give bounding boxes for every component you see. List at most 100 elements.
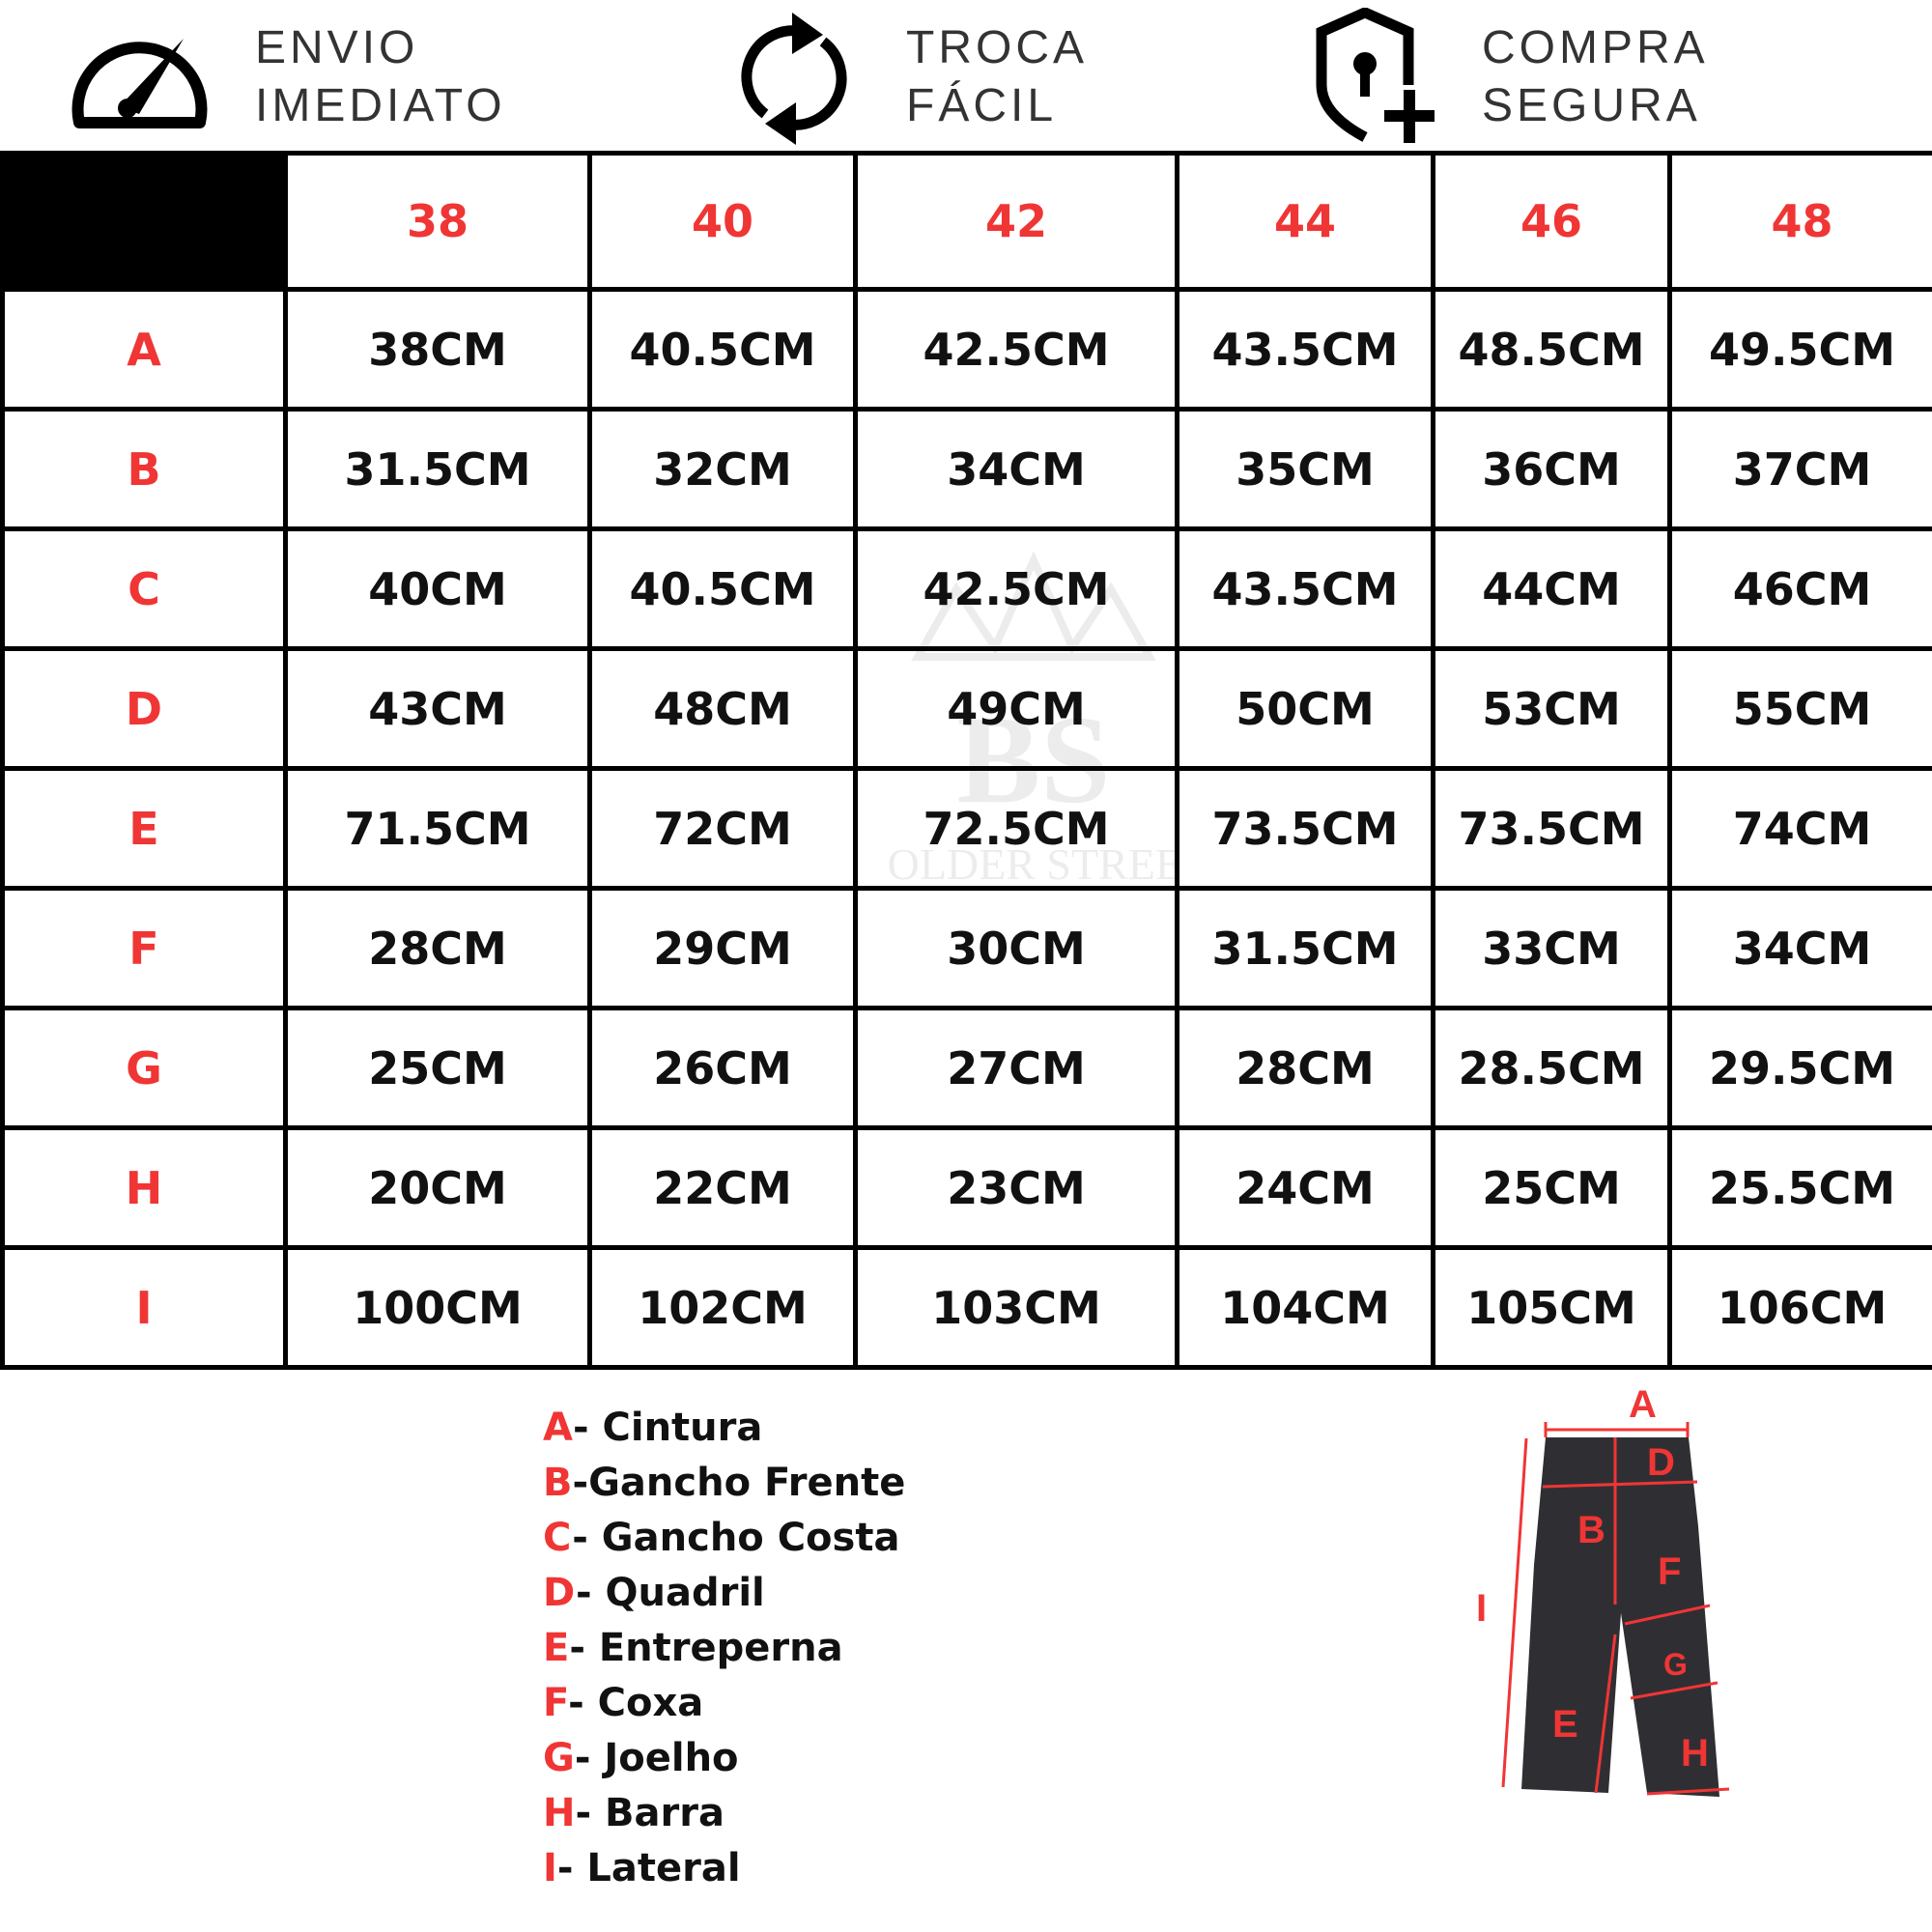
- measurement-cell: 43CM: [283, 646, 592, 771]
- measurement-cell: 29.5CM: [1667, 1006, 1932, 1130]
- feature-line1: TROCA: [906, 22, 1088, 73]
- row-label: H: [0, 1125, 288, 1250]
- measurement-cell: 105CM: [1431, 1245, 1672, 1370]
- row-label: E: [0, 766, 288, 891]
- measurement-legend: A- Cintura B-Gancho Frente C- Gancho Costa…: [543, 1401, 905, 1896]
- measurement-cell: 25.5CM: [1667, 1125, 1932, 1250]
- legend-text: -Gancho Frente: [572, 1461, 906, 1505]
- size-header-38: 38: [283, 151, 592, 292]
- measurement-cell: 104CM: [1175, 1245, 1435, 1370]
- legend-text: - Quadril: [575, 1571, 765, 1615]
- measurement-cell: 34CM: [1667, 886, 1932, 1010]
- row-label: G: [0, 1006, 288, 1130]
- measurement-cell: 49CM: [853, 646, 1179, 771]
- row-label: F: [0, 886, 288, 1010]
- table-row: E 71.5CM 72CM 72.5CM 73.5CM 73.5CM 74CM: [0, 766, 1932, 891]
- legend-item: E- Entreperna: [543, 1621, 905, 1676]
- feature-envio: ENVIO IMEDIATO: [0, 0, 580, 145]
- size-header-46: 46: [1431, 151, 1672, 292]
- speedometer-icon: [71, 39, 208, 128]
- refresh-arrows-icon: [741, 13, 847, 145]
- legend-key: C: [543, 1516, 573, 1560]
- measurement-lines: [1501, 1422, 1730, 1796]
- measurement-cell: 34CM: [853, 407, 1179, 531]
- measurement-cell: 106CM: [1667, 1245, 1932, 1370]
- table-row: C 40CM 40.5CM 42.5CM 43.5CM 44CM 46CM: [0, 526, 1932, 651]
- table-row: A 38CM 40.5CM 42.5CM 43.5CM 48.5CM 49.5CM: [0, 287, 1932, 412]
- pants-measurement-diagram: A B D F G I E H: [1476, 1383, 1730, 1797]
- feature-line1: ENVIO: [255, 22, 419, 73]
- legend-text: - Cintura: [572, 1406, 763, 1450]
- measurement-cell: 40CM: [283, 526, 592, 651]
- legend-item: B-Gancho Frente: [543, 1456, 905, 1511]
- diagram-label-i: I: [1476, 1587, 1487, 1630]
- measurement-cell: 28CM: [1175, 1006, 1435, 1130]
- measurement-cell: 38CM: [283, 287, 592, 412]
- legend-item: A- Cintura: [543, 1401, 905, 1456]
- pants-image: [1521, 1437, 1719, 1797]
- legend-key: D: [543, 1571, 576, 1615]
- measurement-cell: 48.5CM: [1431, 287, 1672, 412]
- measurement-cell: 42.5CM: [853, 287, 1179, 412]
- table-row: H 20CM 22CM 23CM 24CM 25CM 25.5CM: [0, 1125, 1932, 1250]
- legend-text: - Entreperna: [569, 1626, 843, 1670]
- measurement-cell: 26CM: [587, 1006, 858, 1130]
- measurement-cell: 33CM: [1431, 886, 1672, 1010]
- measurement-cell: 72CM: [587, 766, 858, 891]
- row-label: I: [0, 1245, 288, 1370]
- measurement-cell: 53CM: [1431, 646, 1672, 771]
- diagram-label-e: E: [1552, 1703, 1578, 1746]
- feature-compra: COMPRA SEGURA: [1294, 0, 1932, 145]
- diagram-label-b: B: [1577, 1509, 1605, 1551]
- measurement-cell: 36CM: [1431, 407, 1672, 531]
- legend-key: B: [543, 1461, 573, 1505]
- legend-text: - Lateral: [556, 1846, 741, 1890]
- row-label: C: [0, 526, 288, 651]
- row-label: B: [0, 407, 288, 531]
- measurement-cell: 40.5CM: [587, 287, 858, 412]
- diagram-label-f: F: [1658, 1550, 1681, 1593]
- measurement-cell: 30CM: [853, 886, 1179, 1010]
- measurement-cell: 100CM: [283, 1245, 592, 1370]
- legend-item: F- Coxa: [543, 1676, 905, 1731]
- feature-line2: FÁCIL: [906, 80, 1058, 131]
- size-header-48: 48: [1667, 151, 1932, 292]
- measurement-cell: 28CM: [283, 886, 592, 1010]
- measurement-cell: 43.5CM: [1175, 526, 1435, 651]
- measurement-cell: 44CM: [1431, 526, 1672, 651]
- table-row: F 28CM 29CM 30CM 31.5CM 33CM 34CM: [0, 886, 1932, 1010]
- size-header-40: 40: [587, 151, 858, 292]
- legend-text: - Joelho: [574, 1736, 739, 1780]
- measurement-cell: 22CM: [587, 1125, 858, 1250]
- measurement-cell: 40.5CM: [587, 526, 858, 651]
- legend-key: H: [543, 1791, 576, 1835]
- measurement-cell: 25CM: [1431, 1125, 1672, 1250]
- measurement-cell: 29CM: [587, 886, 858, 1010]
- measurement-cell: 28.5CM: [1431, 1006, 1672, 1130]
- table-row: G 25CM 26CM 27CM 28CM 28.5CM 29.5CM: [0, 1006, 1932, 1130]
- feature-line2: SEGURA: [1482, 80, 1701, 131]
- diagram-label-d: D: [1647, 1441, 1675, 1484]
- measurement-cell: 35CM: [1175, 407, 1435, 531]
- feature-line2: IMEDIATO: [255, 80, 506, 131]
- measurement-cell: 50CM: [1175, 646, 1435, 771]
- measurement-cell: 73.5CM: [1431, 766, 1672, 891]
- feature-troca: TROCA FÁCIL: [715, 0, 1256, 145]
- row-label: A: [0, 287, 288, 412]
- measurement-cell: 48CM: [587, 646, 858, 771]
- legend-text: - Coxa: [568, 1681, 704, 1725]
- measurement-cell: 74CM: [1667, 766, 1932, 891]
- table-row: I 100CM 102CM 103CM 104CM 105CM 106CM: [0, 1245, 1932, 1370]
- diagram-label-g: G: [1663, 1647, 1688, 1682]
- measurement-cell: 23CM: [853, 1125, 1179, 1250]
- measurement-cell: 24CM: [1175, 1125, 1435, 1250]
- measurement-cell: 27CM: [853, 1006, 1179, 1130]
- row-label: D: [0, 646, 288, 771]
- measurement-cell: 72.5CM: [853, 766, 1179, 891]
- measurement-cell: 103CM: [853, 1245, 1179, 1370]
- legend-text: - Barra: [575, 1791, 724, 1835]
- legend-text: - Gancho Costa: [572, 1516, 900, 1560]
- legend-key: I: [543, 1846, 557, 1890]
- measurement-cell: 42.5CM: [853, 526, 1179, 651]
- measurement-cell: 46CM: [1667, 526, 1932, 651]
